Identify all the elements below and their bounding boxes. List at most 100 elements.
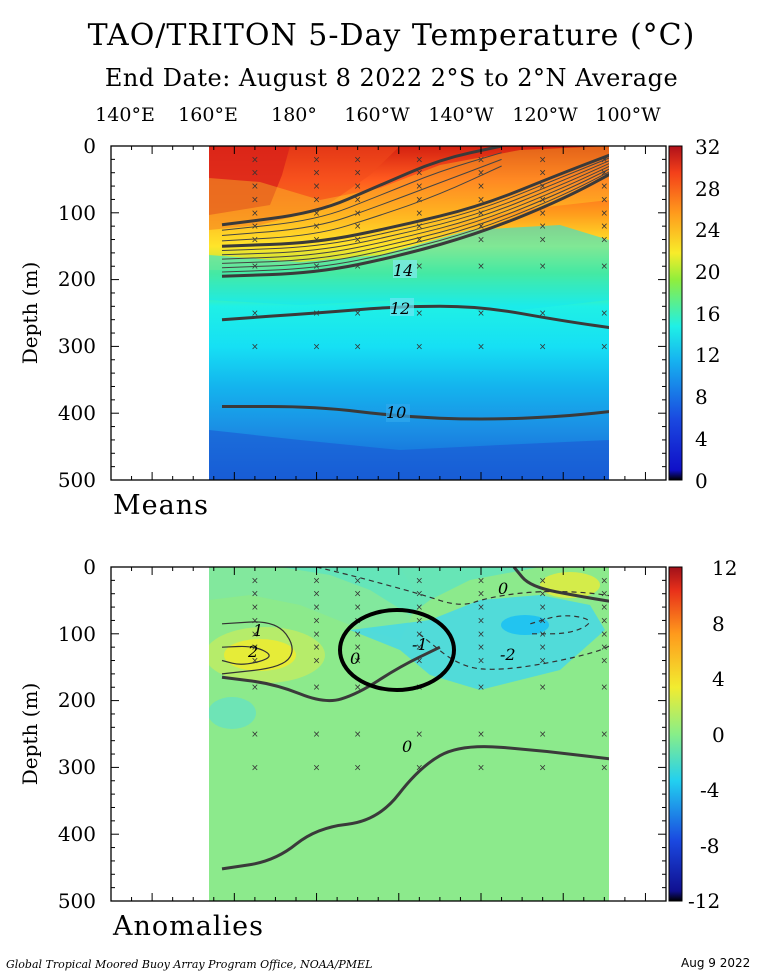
buoy-sample-marker: × — [354, 683, 362, 693]
buoy-sample-marker: × — [601, 182, 609, 192]
buoy-sample-marker: × — [313, 616, 321, 626]
anomaly-contour-zero — [221, 745, 609, 871]
means-colorbar-ticks: 0 4 8 12 16 20 24 28 32 — [695, 135, 720, 493]
buoy-sample-marker: × — [539, 309, 547, 319]
buoy-sample-marker: × — [251, 630, 259, 640]
buoy-sample-marker: × — [601, 590, 609, 600]
anomalies-contour-label: 1 — [253, 621, 263, 640]
buoy-sample-marker: × — [354, 657, 362, 667]
buoy-sample-marker: × — [251, 262, 259, 272]
means-y-tick-label: 500 — [58, 468, 96, 492]
anomaly-contour-positive — [221, 621, 293, 675]
means-colorbar — [668, 145, 683, 481]
means-y-tick-label: 400 — [58, 401, 96, 425]
means-colorbar-tick: 4 — [695, 427, 708, 451]
lon-label-160w: 160°W — [344, 104, 410, 126]
buoy-sample-marker: × — [477, 195, 485, 205]
anomalies-y-tick-label: 400 — [58, 822, 96, 846]
anomalies-colorbar — [668, 566, 683, 902]
buoy-sample-marker: × — [354, 603, 362, 613]
isotherm-thin — [221, 168, 609, 269]
buoy-sample-marker: × — [416, 616, 424, 626]
buoy-sample-marker: × — [477, 590, 485, 600]
buoy-sample-marker: × — [354, 155, 362, 165]
isotherm-thin — [221, 165, 609, 264]
buoy-sample-marker: × — [251, 763, 259, 773]
buoy-sample-marker: × — [601, 342, 609, 352]
means-y-axis-title: Depth (m) — [18, 262, 42, 365]
buoy-sample-marker: × — [601, 222, 609, 232]
buoy-sample-marker: × — [354, 643, 362, 653]
lon-label-160e: 160°E — [178, 104, 238, 126]
buoy-sample-marker: × — [313, 657, 321, 667]
buoy-sample-marker: × — [354, 730, 362, 740]
buoy-sample-marker: × — [354, 222, 362, 232]
buoy-sample-marker: × — [416, 182, 424, 192]
buoy-sample-marker: × — [313, 195, 321, 205]
buoy-sample-marker: × — [416, 169, 424, 179]
buoy-sample-marker: × — [354, 590, 362, 600]
buoy-sample-marker: × — [354, 576, 362, 586]
buoy-sample-marker: × — [477, 616, 485, 626]
buoy-sample-marker: × — [477, 236, 485, 246]
isotherm-thin — [221, 158, 502, 236]
anomaly-contour-zero — [221, 645, 441, 703]
anomalies-y-tick-label: 500 — [58, 889, 96, 913]
lon-label-100w: 100°W — [595, 104, 661, 126]
buoy-sample-marker: × — [477, 342, 485, 352]
buoy-sample-marker: × — [601, 730, 609, 740]
means-colorbar-tick: 28 — [695, 177, 720, 201]
buoy-sample-marker: × — [539, 657, 547, 667]
buoy-sample-marker: × — [354, 630, 362, 640]
buoy-sample-marker: × — [477, 169, 485, 179]
anomalies-colorbar-tick: 12 — [712, 556, 737, 580]
anomalies-colorbar-tick: 4 — [712, 667, 725, 691]
means-colorbar-tick: 20 — [695, 260, 720, 284]
buoy-sample-marker: × — [354, 236, 362, 246]
buoy-sample-marker: × — [601, 643, 609, 653]
isotherm-thin — [221, 171, 609, 273]
buoy-sample-marker: × — [416, 643, 424, 653]
buoy-sample-marker: × — [313, 590, 321, 600]
anomalies-contour-label: -2 — [500, 645, 516, 664]
buoy-sample-marker: × — [416, 309, 424, 319]
buoy-sample-marker: × — [416, 236, 424, 246]
buoy-sample-marker: × — [416, 342, 424, 352]
anomalies-y-tick-label: 300 — [58, 755, 96, 779]
buoy-sample-marker: × — [416, 209, 424, 219]
means-panel: × × × × × × × × × × × × × × × × × × × × × × × × × × × × × × × × × × × × × × × ×… — [18, 134, 720, 521]
anomalies-contour-label: 0 — [350, 649, 360, 668]
buoy-sample-marker: × — [313, 169, 321, 179]
isotherm-thin — [221, 163, 609, 260]
buoy-sample-marker: × — [601, 616, 609, 626]
buoy-sample-marker: × — [601, 683, 609, 693]
buoy-sample-marker: × — [251, 309, 259, 319]
buoy-sample-marker: × — [416, 730, 424, 740]
buoy-sample-marker: × — [601, 262, 609, 272]
means-y-tick-label: 0 — [83, 134, 96, 158]
buoy-sample-marker: × — [313, 763, 321, 773]
buoy-sample-marker: × — [416, 195, 424, 205]
buoy-sample-marker: × — [601, 236, 609, 246]
means-contour-labels: 14 12 10 — [386, 260, 417, 422]
buoy-sample-marker: × — [313, 222, 321, 232]
anomalies-colorbar-ticks: 12 8 4 0 -4 -8 -12 — [688, 556, 737, 913]
isotherm-20 — [221, 153, 609, 248]
buoy-sample-marker: × — [601, 195, 609, 205]
buoy-sample-marker: × — [539, 169, 547, 179]
highlight-circle — [338, 608, 456, 692]
buoy-sample-marker: × — [539, 342, 547, 352]
buoy-sample-marker: × — [251, 236, 259, 246]
anomalies-y-tick-label: 200 — [58, 688, 96, 712]
buoy-sample-marker: × — [416, 603, 424, 613]
buoy-sample-marker: × — [251, 342, 259, 352]
means-panel-label: Means — [113, 490, 209, 521]
buoy-sample-marker: × — [477, 209, 485, 219]
buoy-sample-marker: × — [354, 262, 362, 272]
buoy-sample-marker: × — [416, 763, 424, 773]
means-colorbar-tick: 32 — [695, 135, 720, 159]
anomalies-x-ticks — [110, 566, 667, 902]
buoy-sample-marker: × — [601, 309, 609, 319]
buoy-sample-marker: × — [477, 222, 485, 232]
